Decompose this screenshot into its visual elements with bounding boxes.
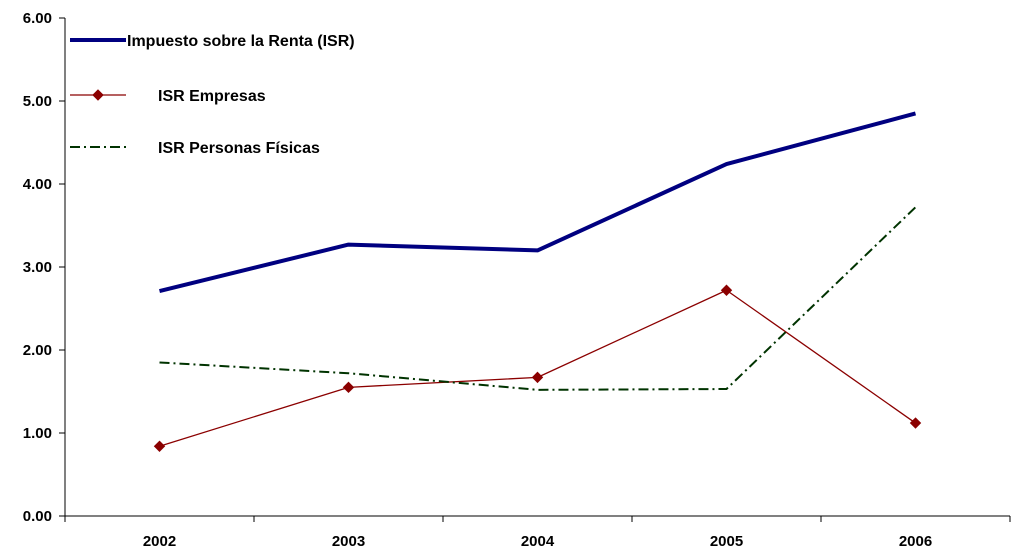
- data-point: [531, 371, 544, 384]
- series-layer: [153, 111, 922, 452]
- series-line-1: [159, 111, 917, 294]
- x-tick-label: 2006: [899, 533, 932, 550]
- legend: Impuesto sobre la Renta (ISR) ISR Empresa…: [70, 33, 355, 157]
- axes: 0.00 1.00 2.00 3.00 4.00 5.00 6.00 2002 2003 2004…: [23, 10, 1011, 550]
- x-tick-label: 2005: [710, 533, 743, 550]
- legend-label: ISR Personas Físicas: [158, 140, 320, 157]
- y-tick-label: 4.00: [23, 176, 52, 193]
- x-tick-label: 2003: [332, 533, 365, 550]
- data-point: [342, 381, 355, 394]
- data-point: [909, 417, 922, 429]
- legend-marker: [92, 89, 104, 101]
- y-tick-label: 2.00: [23, 342, 52, 359]
- y-tick-label: 0.00: [23, 508, 52, 525]
- legend-label: Impuesto sobre la Renta (ISR): [127, 33, 355, 50]
- y-tick-label: 6.00: [23, 10, 52, 27]
- data-point: [153, 440, 166, 452]
- data-point: [720, 284, 733, 296]
- legend-label: ISR Empresas: [158, 88, 266, 105]
- x-tick-label: 2004: [521, 533, 555, 550]
- series-line-2: [159, 289, 916, 447]
- x-tick-label: 2002: [143, 533, 176, 550]
- y-tick-label: 1.00: [23, 425, 52, 442]
- y-tick-label: 3.00: [23, 259, 52, 276]
- series-line-3: [159, 206, 917, 391]
- y-tick-label: 5.00: [23, 93, 52, 110]
